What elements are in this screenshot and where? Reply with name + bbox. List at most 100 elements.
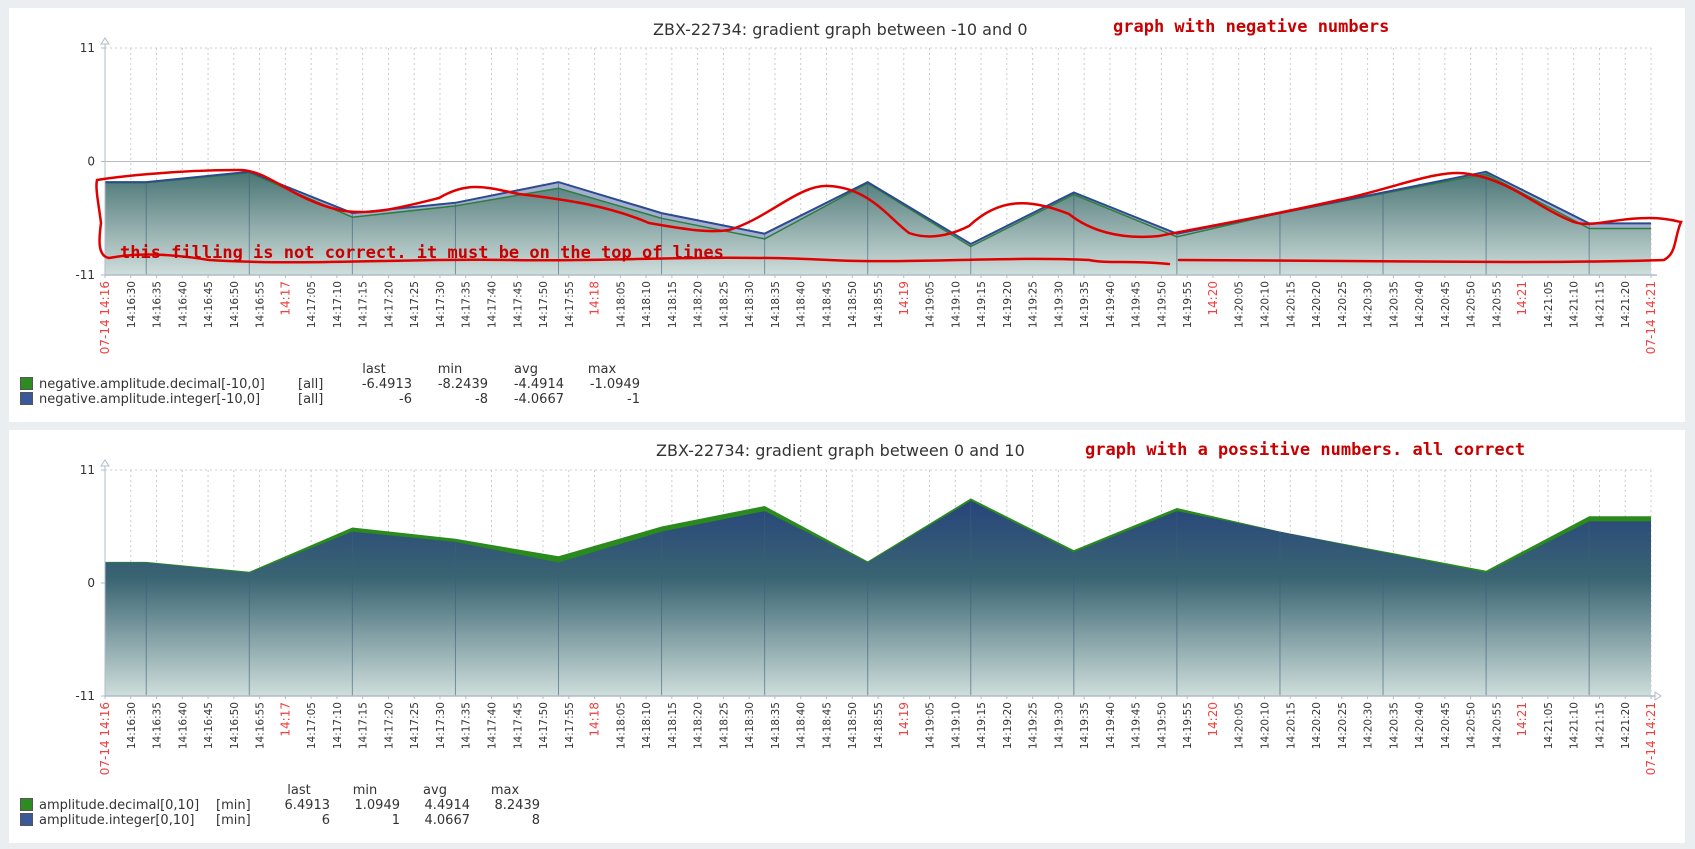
- x-tick-label: 14:17:10: [332, 281, 344, 328]
- x-tick-label: 14:18:40: [796, 281, 808, 328]
- x-tick-label: 14:20:05: [1234, 702, 1246, 749]
- legend-item-func: [min]: [216, 798, 251, 813]
- legend-item-name: negative.amplitude.integer[-10,0]: [39, 392, 261, 407]
- x-tick-label: 14:18: [588, 702, 602, 737]
- x-tick-label: 14:19:15: [976, 702, 988, 749]
- x-tick-label: 14:16:40: [177, 702, 189, 749]
- x-tick-label: 14:20: [1206, 702, 1220, 737]
- x-tick-label: 14:20:20: [1311, 702, 1323, 749]
- x-tick-label: 14:19: [897, 702, 911, 737]
- legend-item-last: 6: [321, 813, 330, 828]
- x-tick-label: 14:19:25: [1028, 702, 1040, 749]
- graph-title: ZBX-22734: gradient graph between 0 and …: [656, 441, 1025, 460]
- x-tick-label: 14:16:55: [255, 702, 267, 749]
- y-tick-label: -11: [75, 268, 95, 282]
- series-line-integer: [105, 170, 1651, 246]
- x-tick-label: 07-14 14:16: [98, 702, 112, 775]
- graph-title: ZBX-22734: gradient graph between -10 an…: [653, 20, 1028, 39]
- x-tick-label: 14:16:30: [126, 281, 138, 328]
- x-tick-label: 14:20:25: [1337, 281, 1349, 328]
- x-tick-label: 14:19:55: [1182, 702, 1194, 749]
- x-tick-label: 14:20:35: [1388, 702, 1400, 749]
- legend-item-name: amplitude.decimal[0,10]: [39, 798, 200, 813]
- x-tick-label: 14:18:25: [718, 281, 730, 328]
- x-tick-label: 14:18:15: [667, 702, 679, 749]
- x-tick-label: 14:20:30: [1363, 281, 1375, 328]
- x-tick-label: 07-14 14:21: [1644, 281, 1658, 354]
- x-tick-label: 14:17:50: [538, 702, 550, 749]
- legend-swatch-green: [20, 798, 33, 811]
- x-tick-label: 14:17:30: [435, 281, 447, 328]
- x-tick-label: 14:18:35: [770, 702, 782, 749]
- x-tick-label: 14:19:35: [1079, 281, 1091, 328]
- x-tick-label: 14:19:45: [1131, 281, 1143, 328]
- x-tick-label: 14:20:45: [1440, 702, 1452, 749]
- x-tick-label: 14:21:05: [1543, 281, 1555, 328]
- legend-header-min: min: [437, 362, 463, 377]
- x-tick-label: 14:20:05: [1234, 281, 1246, 328]
- legend-item-last: -6.4913: [361, 377, 412, 392]
- x-tick-label: 14:19:50: [1156, 702, 1168, 749]
- legend-item-min: -8.2439: [437, 377, 488, 392]
- legend-header-max: max: [490, 783, 520, 798]
- legend-item-max: 8: [531, 813, 540, 828]
- x-tick-label: 14:19:05: [925, 702, 937, 749]
- x-tick-label: 14:18:20: [693, 702, 705, 749]
- x-tick-label: 14:18:15: [667, 281, 679, 328]
- x-tick-label: 14:20: [1206, 281, 1220, 316]
- x-tick-label: 14:17:45: [512, 281, 524, 328]
- x-tick-label: 14:19:40: [1105, 281, 1117, 328]
- legend-item-max: -1.0949: [589, 377, 640, 392]
- x-tick-label: 14:17:40: [487, 702, 499, 749]
- x-tick-label: 14:16:55: [255, 281, 267, 328]
- x-tick-label: 14:17:55: [564, 702, 576, 749]
- legend-row: negative.amplitude.decimal[-10,0] [all] …: [20, 377, 640, 392]
- x-tick-label: 14:19:20: [1002, 281, 1014, 328]
- x-tick-label: 14:17:30: [435, 702, 447, 749]
- legend-item-max: -1: [627, 392, 640, 407]
- x-tick-label: 14:17:55: [564, 281, 576, 328]
- legend-header-min: min: [352, 783, 378, 798]
- x-axis-arrow-icon: [1654, 691, 1662, 701]
- x-tick-label: 14:18:05: [615, 702, 627, 749]
- x-tick-label: 14:17:40: [487, 281, 499, 328]
- y-axis-arrow-icon: [100, 459, 110, 467]
- x-tick-label: 14:16:50: [229, 281, 241, 328]
- x-tick-label: 14:17: [278, 281, 292, 316]
- x-tick-label: 14:17: [278, 702, 292, 737]
- y-tick-label: -11: [75, 689, 95, 703]
- legend-header-last: last: [287, 783, 311, 798]
- x-tick-label: 14:19:15: [976, 281, 988, 328]
- x-tick-label: 14:17:50: [538, 281, 550, 328]
- x-tick-label: 14:16:40: [177, 281, 189, 328]
- x-tick-label: 14:19:05: [925, 281, 937, 328]
- x-tick-label: 07-14 14:16: [98, 281, 112, 354]
- x-tick-label: 14:16:50: [229, 702, 241, 749]
- x-tick-label: 14:18:50: [847, 281, 859, 328]
- x-tick-label: 14:20:55: [1491, 702, 1503, 749]
- x-tick-label: 14:18:20: [693, 281, 705, 328]
- y-tick-label: 11: [80, 463, 95, 477]
- x-tick-label: 14:19:30: [1053, 281, 1065, 328]
- x-tick-label: 14:18:55: [873, 281, 885, 328]
- x-tick-label: 14:18:50: [847, 702, 859, 749]
- x-tick-label: 14:20:40: [1414, 702, 1426, 749]
- graph-panel-negative: 11 0 -11 07-14 14:16 14:16:30 14:16:35 14:16:4…: [9, 8, 1685, 422]
- x-tick-label: 14:20:50: [1466, 702, 1478, 749]
- legend-header-max: max: [587, 362, 617, 377]
- legend-item-func: [all]: [298, 392, 324, 407]
- legend-item-avg: -4.4914: [513, 377, 564, 392]
- x-tick-label: 14:20:10: [1260, 702, 1272, 749]
- legend-header-avg: avg: [514, 362, 538, 377]
- x-tick-label: 14:18:30: [744, 281, 756, 328]
- x-tick-label: 14:20:15: [1285, 702, 1297, 749]
- x-tick-label: 14:19:20: [1002, 702, 1014, 749]
- y-tick-label: 11: [80, 41, 95, 55]
- y-tick-label: 0: [87, 155, 95, 169]
- graph-panel-positive: 11 0 -11 07-14 14:16 14:16:30 14:16:35 14:16:4…: [9, 430, 1685, 843]
- x-tick-label: 14:17:35: [461, 702, 473, 749]
- x-tick-label: 14:17:05: [306, 281, 318, 328]
- x-tick-label: 14:18: [588, 281, 602, 316]
- x-tick-label: 14:21: [1515, 702, 1529, 737]
- legend-swatch-blue: [20, 813, 33, 826]
